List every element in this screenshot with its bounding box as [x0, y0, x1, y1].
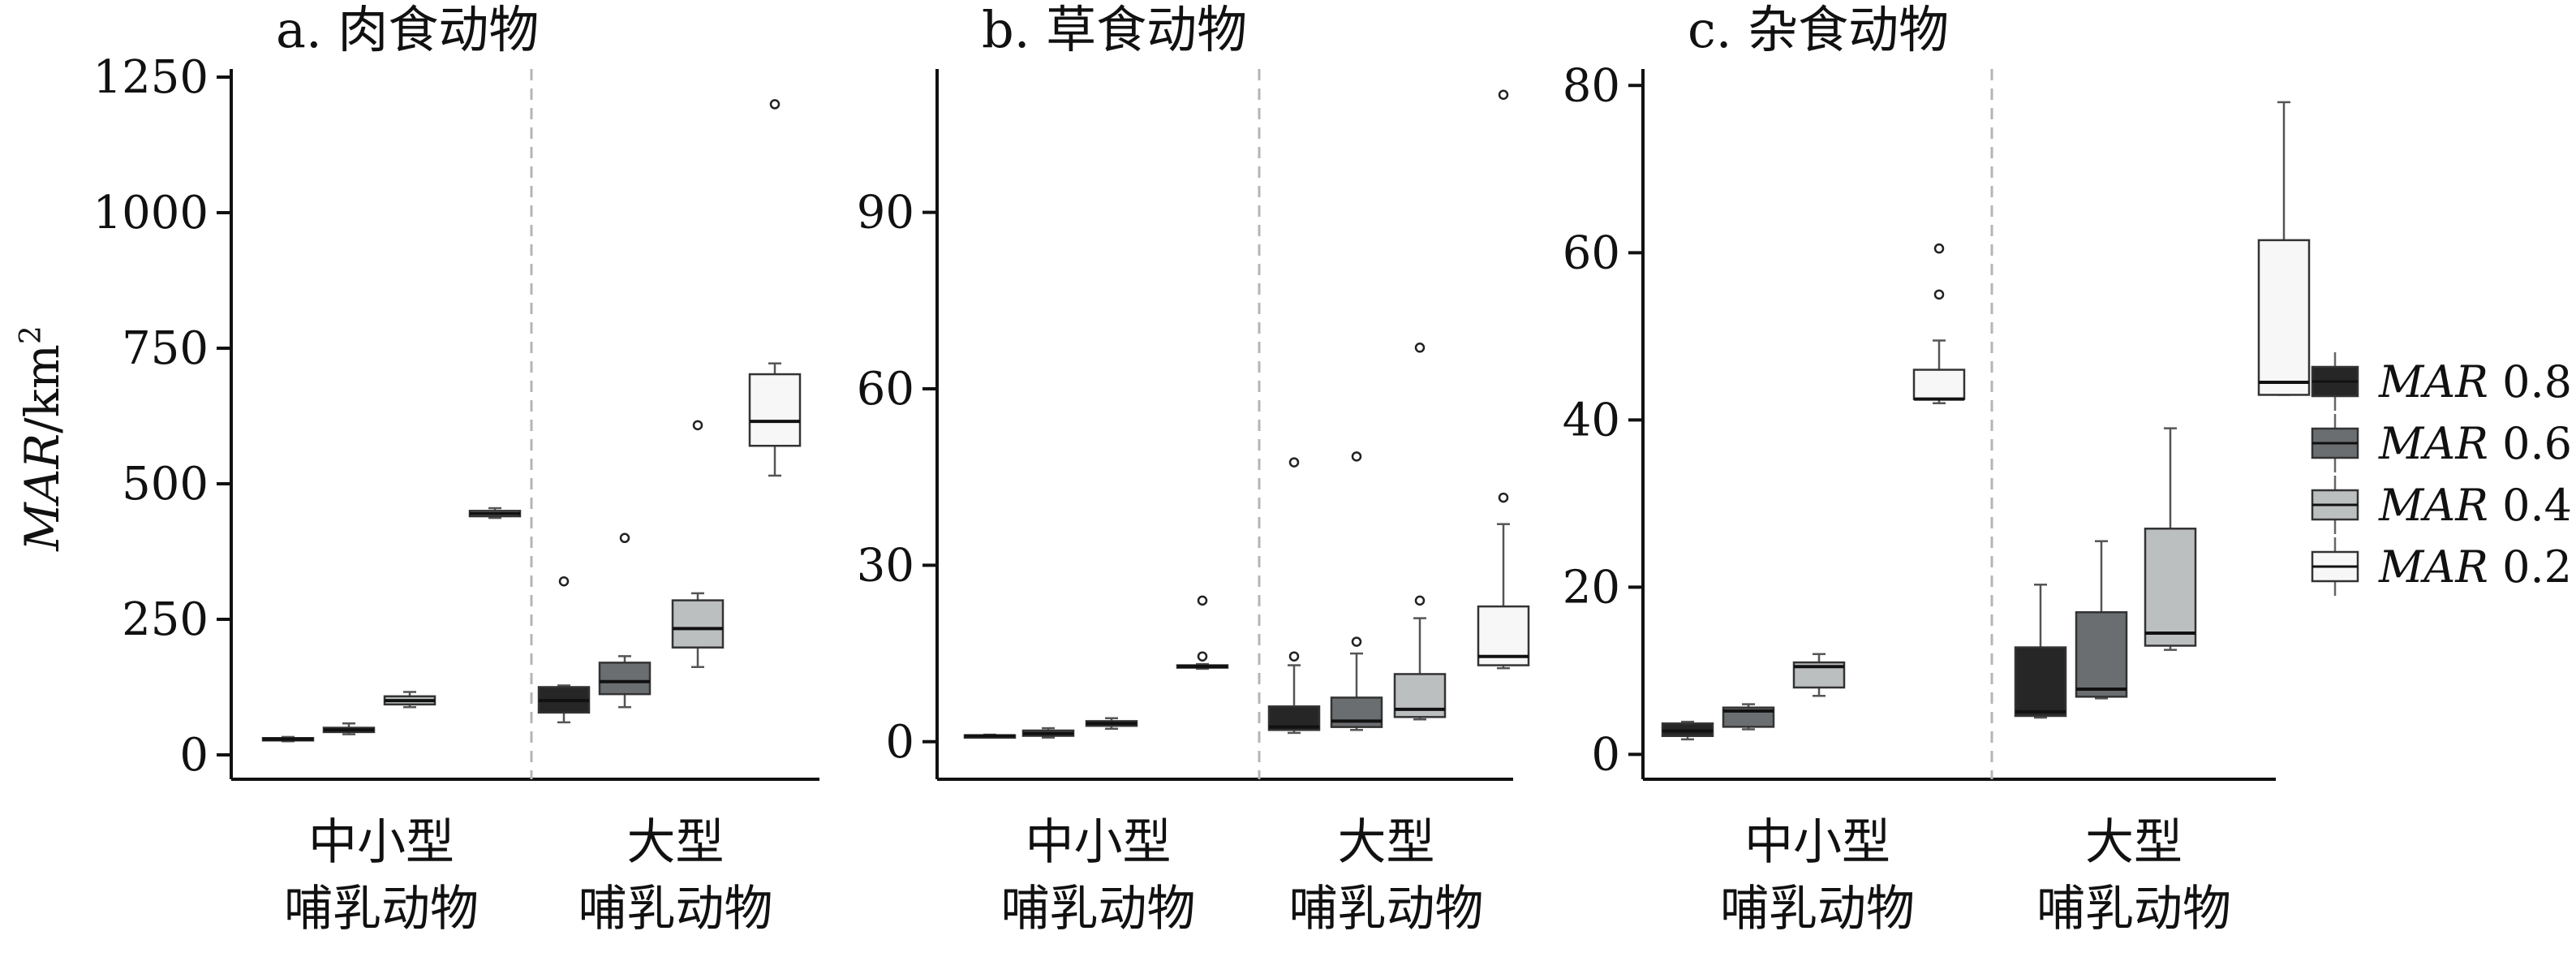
outlier-point — [1288, 651, 1300, 662]
legend-label: MAR 0.6 — [2378, 418, 2572, 469]
y-tick-label: 0 — [885, 716, 914, 769]
y-tick-label: 60 — [1563, 226, 1620, 279]
box-mar-0.4 — [1792, 653, 1846, 697]
y-tick-label: 500 — [122, 458, 209, 511]
box-body — [1912, 369, 1966, 400]
group-label-line1: 大型 — [627, 814, 725, 871]
outlier-point — [692, 420, 703, 431]
group-label-line1: 大型 — [1338, 814, 1435, 871]
legend-entry: MAR 0.2 — [2311, 537, 2572, 596]
box-mar-0.2 — [1176, 595, 1229, 670]
y-tick-label: 40 — [1563, 394, 1620, 446]
outlier-point — [1288, 457, 1300, 468]
legend-entry: MAR 0.8 — [2311, 352, 2572, 411]
outlier-point — [1351, 636, 1362, 647]
box-body — [2014, 646, 2067, 718]
legend-entry: MAR 0.6 — [2311, 414, 2572, 472]
chart-panels: a. 肉食动物025050075010001250中小型哺乳动物大型哺乳动物b.… — [92, 0, 2311, 938]
box-body — [748, 373, 802, 447]
group-label-line2: 哺乳动物 — [1001, 881, 1196, 938]
group-label-line2: 哺乳动物 — [2036, 881, 2231, 938]
box-body — [2257, 239, 2311, 396]
box-body — [598, 662, 652, 696]
y-tick-label: 1250 — [92, 51, 209, 104]
outlier-point — [1197, 595, 1208, 606]
panel-title: c. 杂食动物 — [1688, 0, 1949, 59]
box-mar-0.8 — [2014, 584, 2067, 719]
y-tick-label: 1000 — [92, 187, 209, 239]
group-label-line1: 大型 — [2085, 814, 2183, 871]
outlier-point — [1933, 289, 1945, 300]
box-mar-0.4 — [671, 420, 725, 668]
box-mar-0.2 — [748, 99, 802, 477]
box-mar-0.6 — [1021, 726, 1075, 739]
box-body — [671, 599, 725, 649]
outlier-point — [1498, 89, 1509, 100]
outlier-point — [1933, 243, 1945, 254]
group-label-line1: 中小型 — [1744, 814, 1890, 871]
box-mar-0.8 — [537, 575, 591, 724]
y-tick-label: 20 — [1563, 561, 1620, 614]
group-label-line1: 中小型 — [308, 814, 454, 871]
box-mar-0.8 — [1267, 457, 1321, 735]
group-label-line2: 哺乳动物 — [1289, 881, 1484, 938]
box-mar-0.2 — [468, 507, 522, 519]
box-mar-0.8 — [963, 733, 1017, 739]
outlier-point — [1351, 451, 1362, 462]
y-tick-label: 250 — [122, 593, 209, 646]
outlier-point — [1197, 651, 1208, 662]
legend-entry: MAR 0.4 — [2311, 476, 2572, 534]
box-mar-0.4 — [1393, 343, 1447, 721]
box-mar-0.6 — [2075, 540, 2128, 700]
box-mar-0.6 — [598, 532, 652, 709]
outlier-point — [619, 532, 630, 544]
group-label-line2: 哺乳动物 — [578, 881, 773, 938]
group-label-line2: 哺乳动物 — [1720, 881, 1915, 938]
box-mar-0.8 — [261, 735, 315, 743]
box-mar-0.4 — [1085, 717, 1138, 731]
box-mar-0.8 — [1661, 720, 1714, 741]
chart-legend: MAR 0.8 MAR 0.6 MAR 0.4 MAR 0.2 — [2311, 352, 2572, 596]
legend-label: MAR 0.4 — [2378, 480, 2572, 531]
box-mar-0.2 — [2257, 101, 2311, 396]
panel-title: a. 肉食动物 — [276, 0, 539, 59]
box-mar-0.6 — [1722, 703, 1775, 731]
y-tick-label: 0 — [179, 729, 209, 782]
box-body — [2075, 611, 2128, 698]
group-label-line2: 哺乳动物 — [284, 881, 479, 938]
box-body — [2144, 528, 2197, 647]
y-tick-label: 0 — [1591, 728, 1620, 781]
legend-label: MAR 0.2 — [2378, 541, 2572, 593]
outlier-point — [1414, 343, 1426, 353]
box-mar-0.6 — [322, 722, 376, 735]
group-label-line1: 中小型 — [1026, 814, 1172, 871]
panel-title: b. 草食动物 — [982, 0, 1247, 59]
outlier-point — [558, 575, 570, 587]
box-mar-0.2 — [1912, 243, 1966, 404]
legend-label: MAR 0.8 — [2378, 356, 2572, 407]
outlier-point — [769, 99, 781, 110]
y-axis-label: MAR/km2 — [15, 325, 70, 552]
y-tick-label: 90 — [857, 187, 914, 239]
y-tick-label: 30 — [857, 539, 914, 592]
y-tick-label: 80 — [1563, 59, 1620, 112]
box-mar-0.4 — [2144, 427, 2197, 651]
outlier-point — [1498, 492, 1509, 503]
box-mar-0.2 — [1477, 89, 1530, 670]
box-mar-0.4 — [383, 691, 437, 709]
y-tick-label: 60 — [857, 363, 914, 416]
box-mar-0.6 — [1330, 451, 1383, 731]
y-tick-label: 750 — [122, 322, 209, 375]
outlier-point — [1414, 595, 1426, 606]
